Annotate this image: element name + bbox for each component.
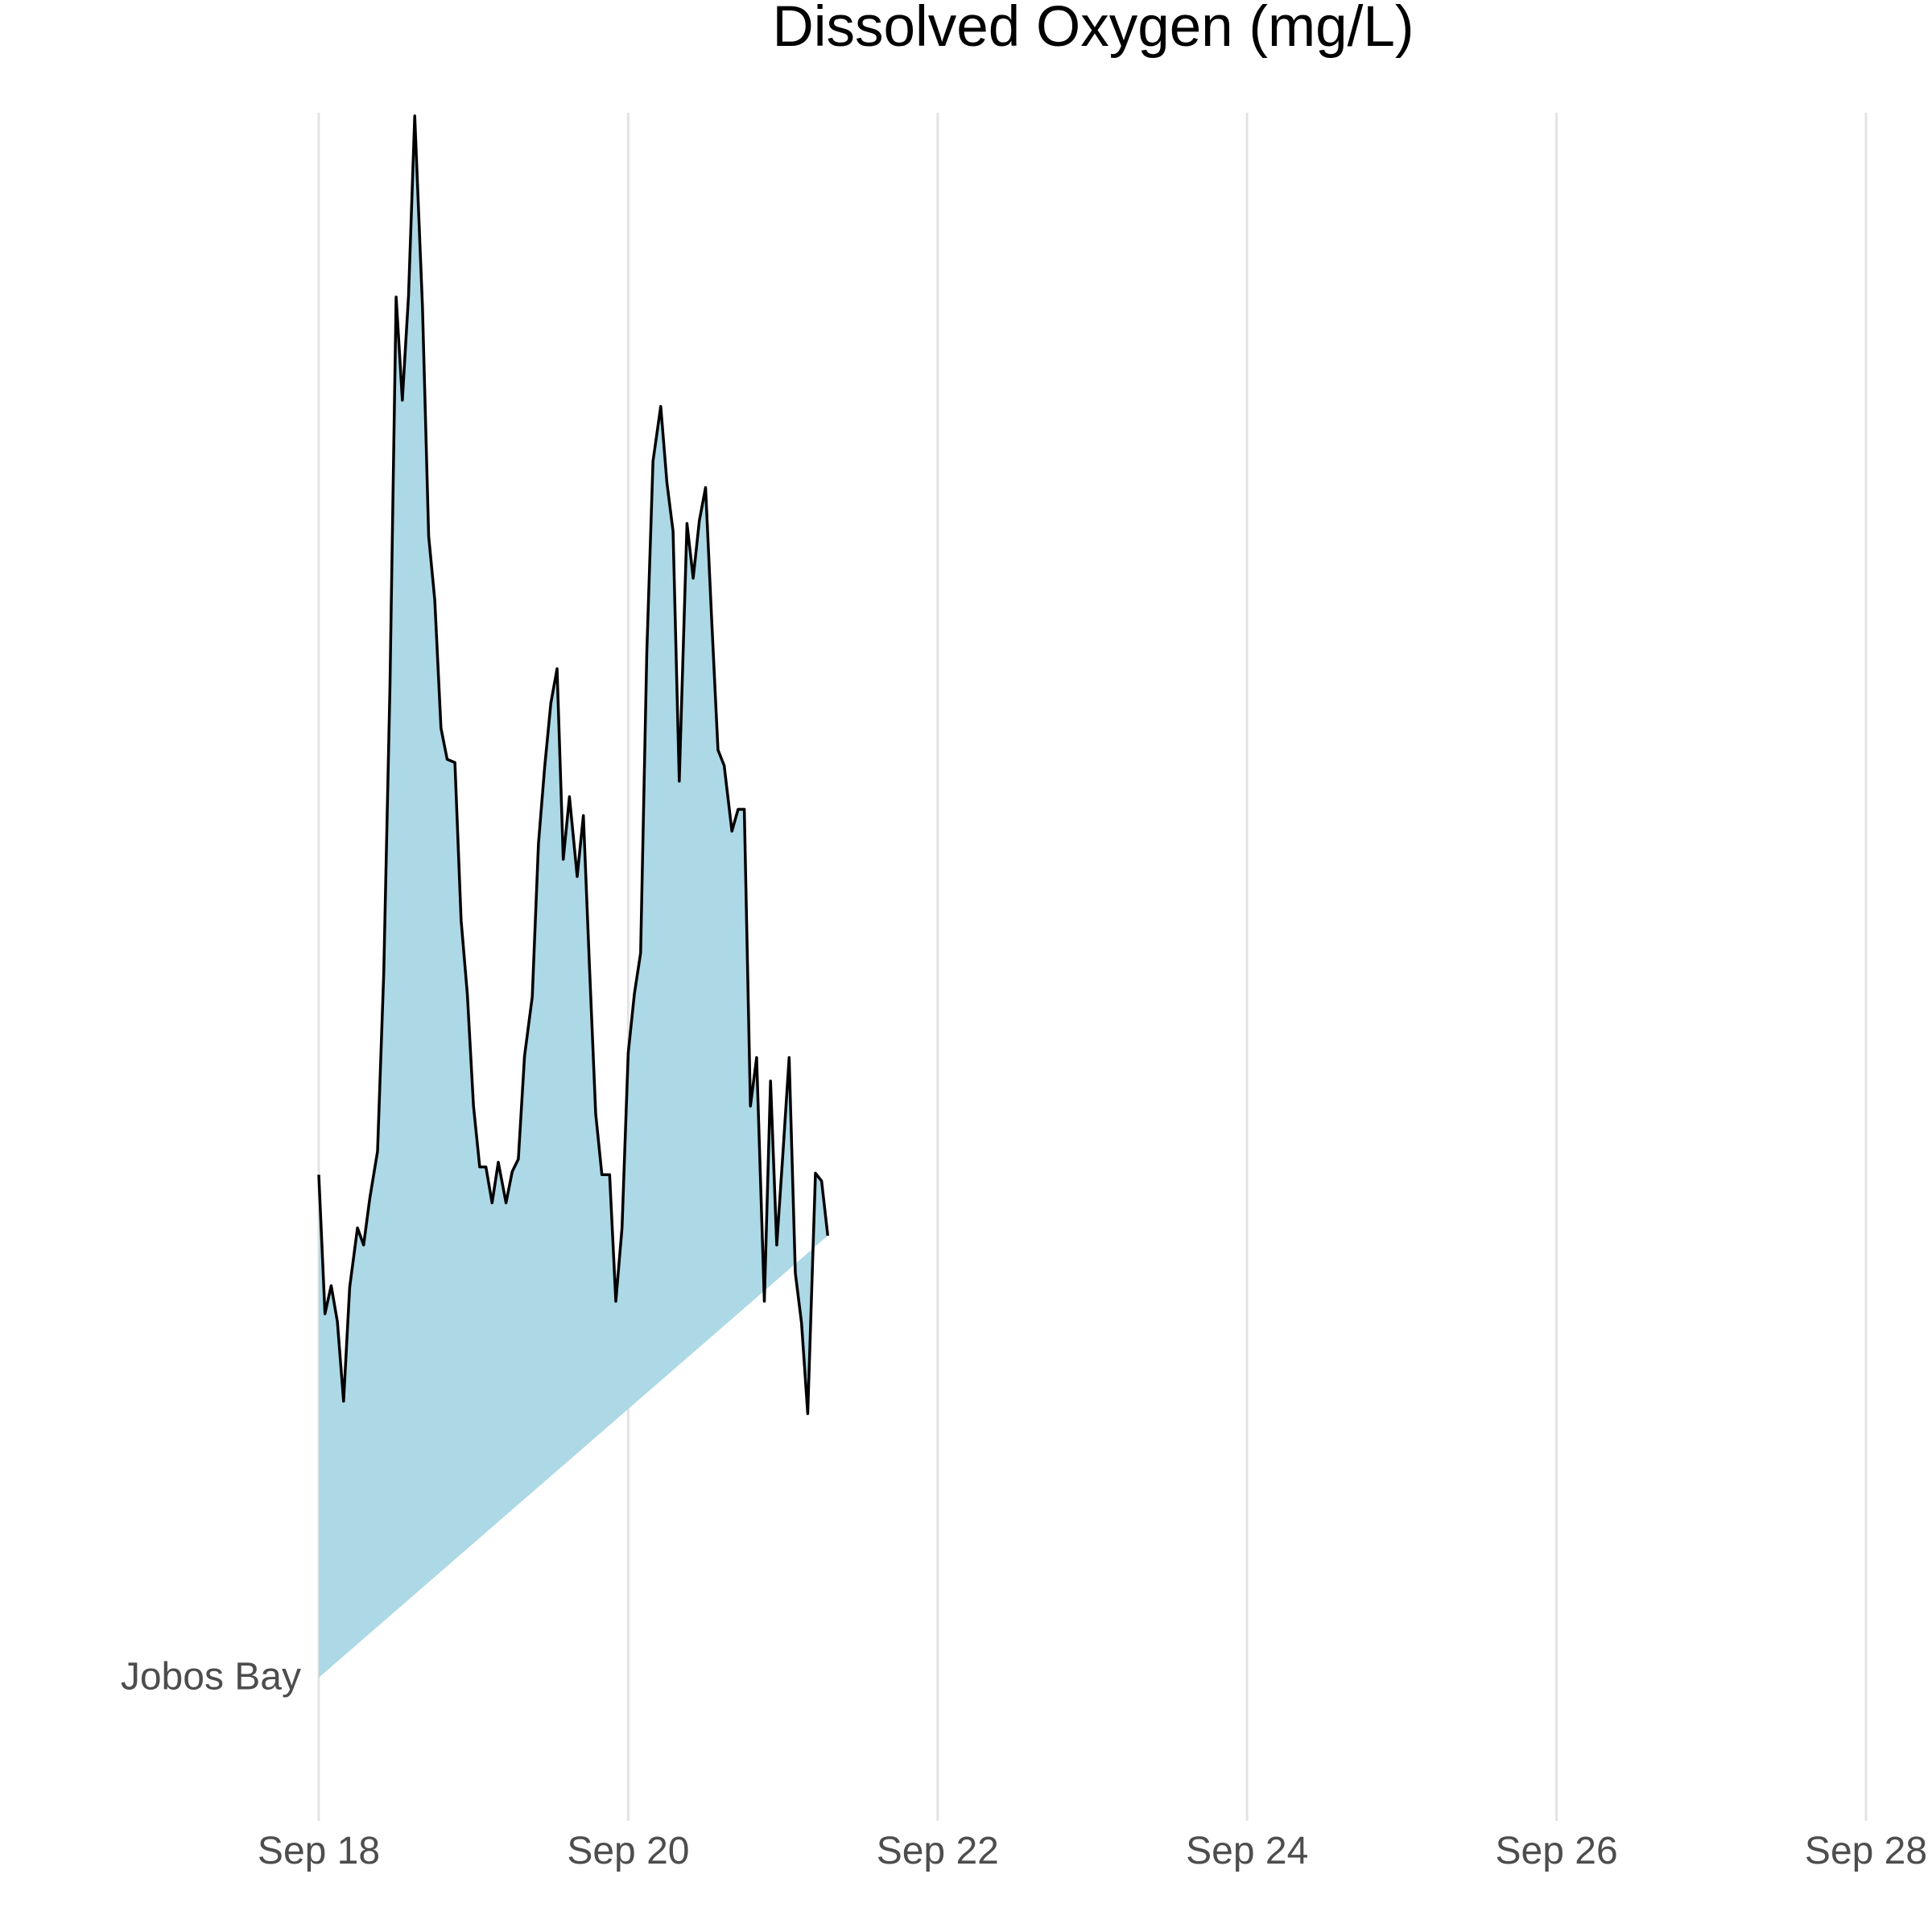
- ridge-area-0: [319, 116, 828, 1678]
- x-tick-label-3: Sep 24: [1186, 1830, 1308, 1872]
- ridges-layer: [317, 114, 830, 1678]
- y-axis-category-labels: Jobos Bay: [121, 1656, 301, 1699]
- x-tick-label-4: Sep 26: [1496, 1830, 1618, 1872]
- x-tick-label-0: Sep 18: [258, 1830, 380, 1872]
- y-category-label-0: Jobos Bay: [121, 1656, 301, 1699]
- chart-title: Dissolved Oxygen (mg/L): [772, 0, 1414, 59]
- ridge-line-0: [317, 114, 830, 1415]
- x-axis-tick-labels: Sep 18 Sep 20 Sep 22 Sep 24 Sep 26 Sep 28: [258, 1830, 1927, 1872]
- x-tick-label-2: Sep 22: [877, 1830, 999, 1872]
- x-tick-label-1: Sep 20: [567, 1830, 689, 1872]
- x-tick-label-5: Sep 28: [1805, 1830, 1927, 1872]
